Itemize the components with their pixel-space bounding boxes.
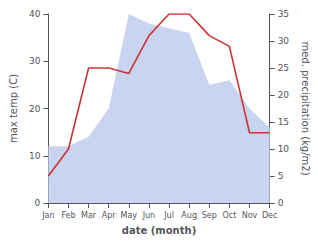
svg-text:max temp (C): max temp (C) [8, 74, 19, 143]
svg-text:40: 40 [29, 9, 41, 19]
svg-text:30: 30 [29, 56, 41, 66]
svg-text:30: 30 [278, 36, 290, 46]
svg-text:Oct: Oct [222, 211, 236, 220]
svg-text:20: 20 [29, 104, 41, 114]
svg-text:date (month): date (month) [122, 225, 196, 236]
svg-text:Nov: Nov [242, 211, 258, 220]
svg-text:med. precipitation (kg/m2): med. precipitation (kg/m2) [300, 41, 311, 175]
svg-text:20: 20 [278, 90, 290, 100]
svg-text:Apr: Apr [102, 211, 117, 220]
svg-text:0: 0 [278, 198, 284, 208]
svg-text:Jun: Jun [142, 211, 156, 220]
svg-text:Jul: Jul [163, 211, 174, 220]
svg-text:Mar: Mar [81, 211, 97, 220]
svg-text:5: 5 [278, 171, 284, 181]
svg-text:35: 35 [278, 9, 289, 19]
svg-text:Sep: Sep [202, 211, 217, 220]
svg-text:10: 10 [278, 144, 290, 154]
svg-text:May: May [121, 211, 138, 220]
svg-text:15: 15 [278, 117, 289, 127]
svg-text:Feb: Feb [61, 211, 75, 220]
svg-text:Aug: Aug [181, 211, 197, 220]
svg-text:0: 0 [35, 198, 41, 208]
svg-text:Dec: Dec [262, 211, 277, 220]
svg-text:Jan: Jan [41, 211, 54, 220]
svg-text:25: 25 [278, 63, 289, 73]
svg-text:10: 10 [29, 151, 41, 161]
